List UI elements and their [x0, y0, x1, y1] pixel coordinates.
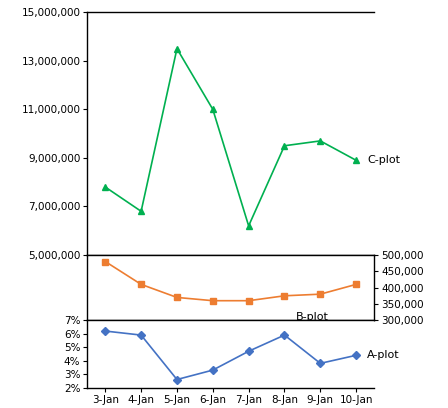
Text: C-plot: C-plot [367, 155, 400, 165]
Text: A-plot: A-plot [367, 350, 400, 360]
Text: B-plot: B-plot [296, 313, 328, 322]
